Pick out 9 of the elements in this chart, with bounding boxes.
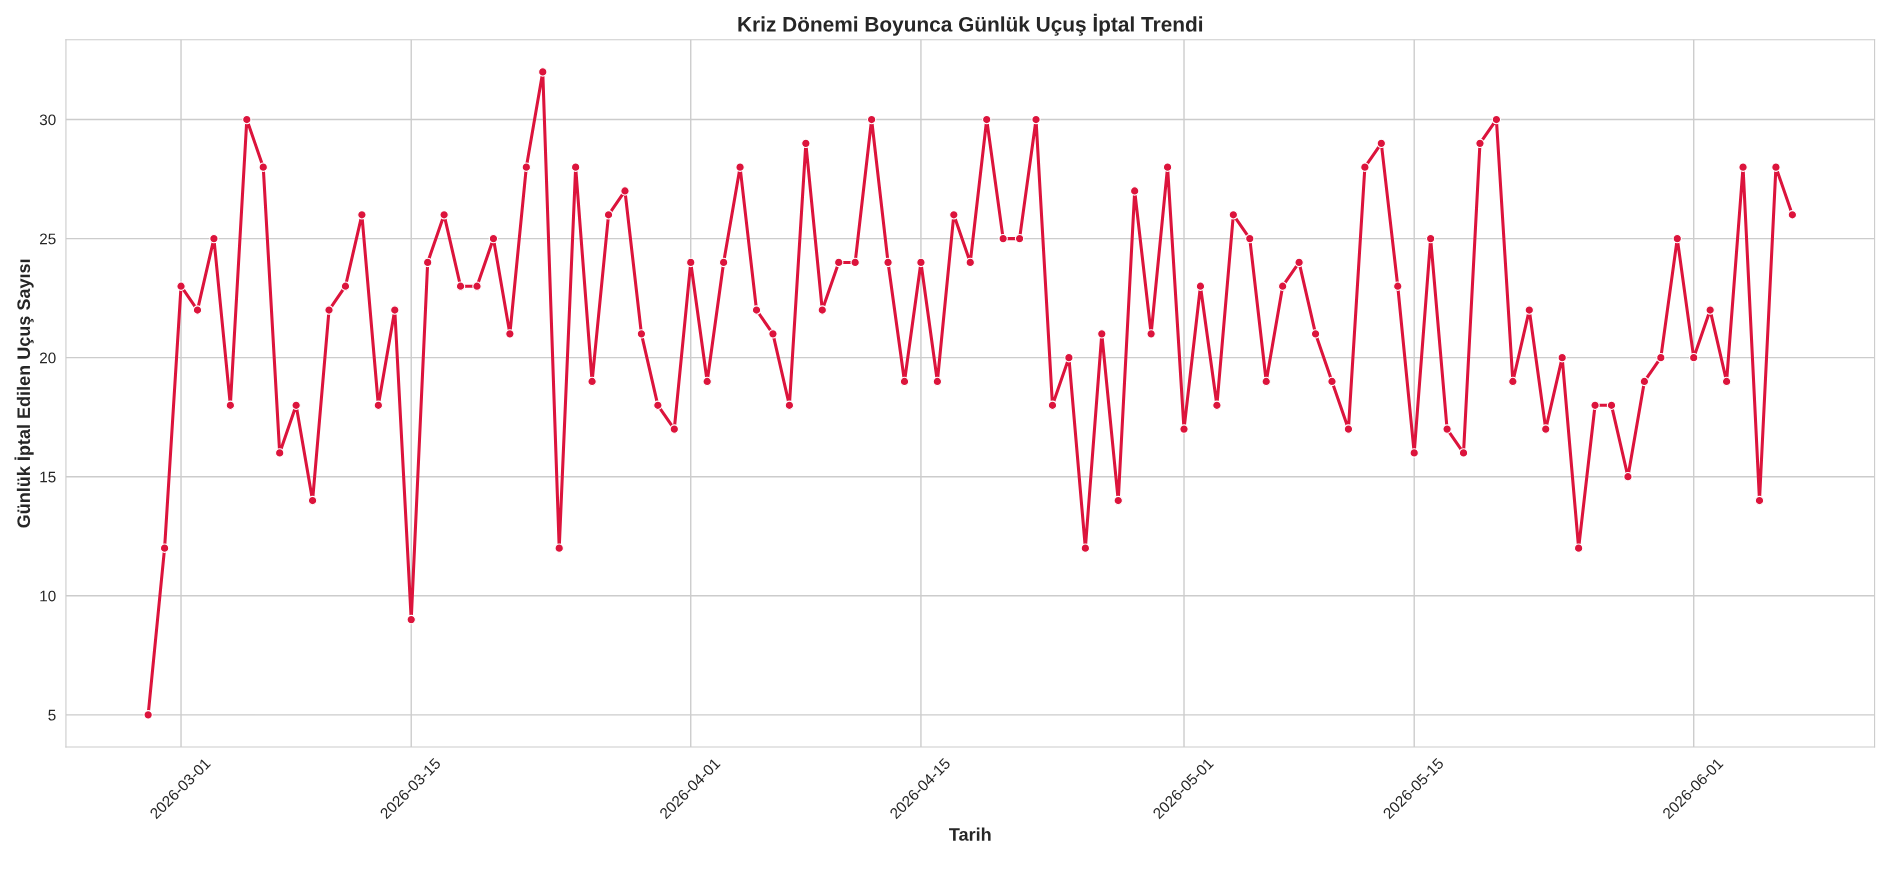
y-tick-label: 5 bbox=[48, 709, 56, 721]
y-tick-label: 10 bbox=[40, 590, 56, 602]
y-tick-label: 15 bbox=[40, 471, 56, 483]
x-axis-title: Tarih bbox=[949, 827, 991, 841]
y-tick-label: 25 bbox=[39, 233, 56, 245]
chart-title: Kriz Dönemi Boyunca Günlük Uçuş İptal Trendi bbox=[738, 13, 1203, 36]
y-axis-title: Günlük İptal Edilen Uçuş Sayısı bbox=[14, 259, 34, 528]
y-tick-label: 30 bbox=[39, 114, 56, 126]
y-tick-label: 20 bbox=[39, 352, 56, 364]
